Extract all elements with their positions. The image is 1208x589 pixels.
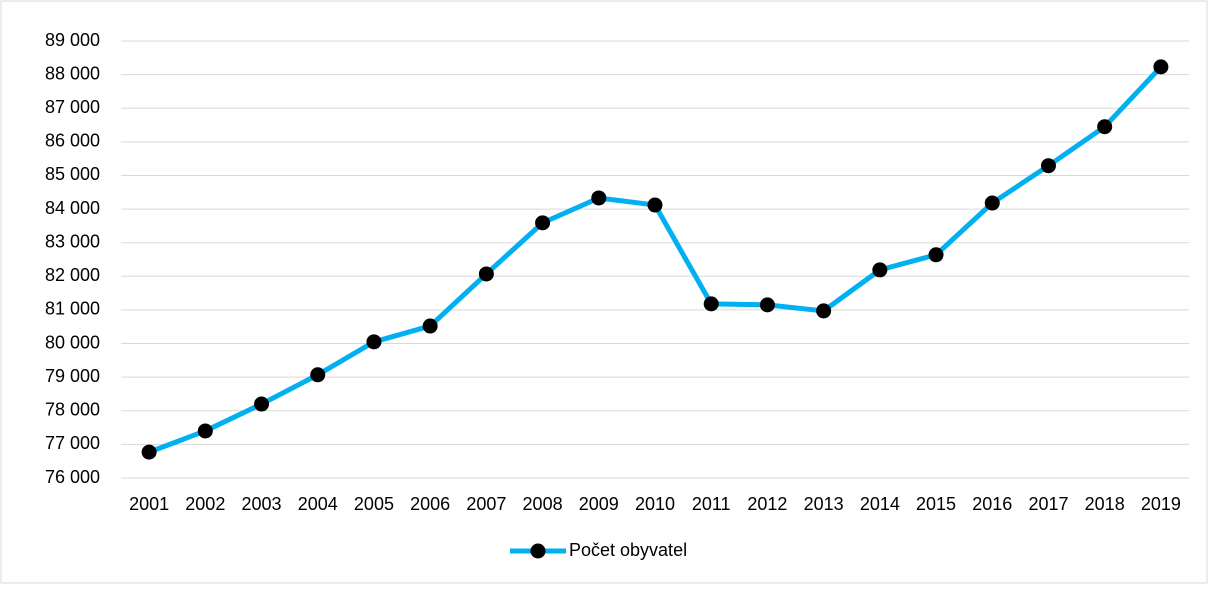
y-tick-label: 78 000 <box>45 400 100 420</box>
marker <box>816 303 832 319</box>
marker <box>928 247 944 263</box>
marker <box>254 396 270 412</box>
x-tick-label: 2004 <box>298 494 338 514</box>
legend-label: Počet obyvatel <box>569 540 687 560</box>
x-tick-label: 2016 <box>972 494 1012 514</box>
x-tick-label: 2017 <box>1028 494 1068 514</box>
marker <box>1040 158 1056 174</box>
x-tick-label: 2011 <box>692 494 731 514</box>
y-tick-label: 76 000 <box>45 467 100 487</box>
x-tick-label: 2012 <box>747 494 787 514</box>
x-tick-label: 2006 <box>410 494 450 514</box>
x-tick-label: 2010 <box>635 494 675 514</box>
y-tick-label: 84 000 <box>45 198 100 218</box>
x-tick-label: 2001 <box>129 494 169 514</box>
x-tick-label: 2015 <box>916 494 956 514</box>
marker <box>647 197 663 213</box>
y-tick-label: 87 000 <box>45 97 100 117</box>
x-tick-label: 2013 <box>804 494 844 514</box>
x-tick-label: 2005 <box>354 494 394 514</box>
y-tick-label: 80 000 <box>45 332 100 352</box>
marker <box>703 296 719 312</box>
y-tick-label: 83 000 <box>45 231 100 251</box>
y-tick-label: 88 000 <box>45 63 100 83</box>
y-tick-label: 81 000 <box>45 299 100 319</box>
x-tick-label: 2019 <box>1141 494 1181 514</box>
marker <box>366 334 382 350</box>
marker <box>535 215 551 231</box>
x-tick-label: 2008 <box>523 494 563 514</box>
y-tick-label: 89 000 <box>45 30 100 50</box>
marker <box>759 297 775 313</box>
marker <box>478 266 494 282</box>
x-tick-label: 2018 <box>1085 494 1125 514</box>
x-tick-label: 2002 <box>185 494 225 514</box>
marker <box>591 190 607 206</box>
y-tick-label: 77 000 <box>45 433 100 453</box>
x-tick-label: 2014 <box>860 494 900 514</box>
marker <box>141 444 157 460</box>
x-tick-label: 2003 <box>242 494 282 514</box>
marker <box>984 195 1000 211</box>
y-tick-label: 79 000 <box>45 366 100 386</box>
legend-marker <box>530 543 546 559</box>
y-tick-label: 85 000 <box>45 164 100 184</box>
y-tick-label: 82 000 <box>45 265 100 285</box>
x-tick-label: 2007 <box>466 494 506 514</box>
marker <box>1153 59 1169 75</box>
marker <box>1097 119 1113 135</box>
y-tick-label: 86 000 <box>45 131 100 151</box>
marker <box>872 262 888 278</box>
marker <box>310 367 326 383</box>
marker <box>422 318 438 334</box>
x-tick-label: 2009 <box>579 494 619 514</box>
marker <box>197 423 213 439</box>
